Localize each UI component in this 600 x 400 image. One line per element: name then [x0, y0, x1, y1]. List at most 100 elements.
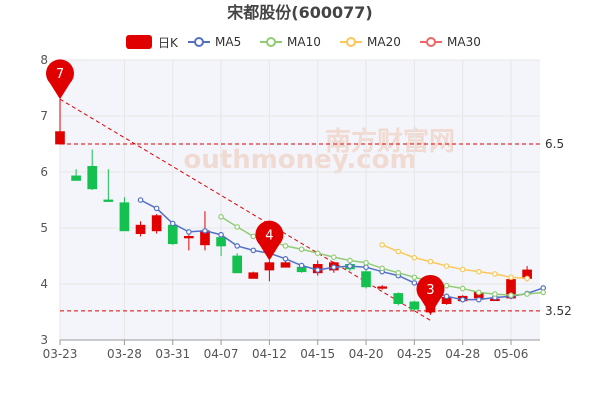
pin-label: 3	[426, 283, 434, 298]
pin-marker: 4	[255, 220, 284, 261]
candle-body	[409, 301, 420, 310]
candle-body	[71, 175, 81, 181]
legend-label: MA5	[215, 35, 241, 49]
candle-body	[103, 199, 114, 202]
ma-point-ma10	[443, 282, 450, 289]
plot-area	[60, 60, 540, 340]
x-tick-label: 04-25	[397, 347, 432, 361]
pin-marker: 7	[45, 59, 75, 100]
ma-point-ma5	[347, 263, 353, 269]
ma-point-ma5	[331, 264, 337, 271]
x-tick-label: 03-31	[155, 347, 190, 361]
legend-label: MA20	[367, 35, 401, 49]
ma-point-ma20	[443, 263, 450, 269]
watermark-cn: 南方财富网	[325, 126, 455, 157]
legend-swatch	[126, 35, 152, 49]
y-axis: 3 4 5 6 7 8	[40, 53, 48, 347]
ma-point-ma5	[540, 285, 547, 291]
ma-point-ma5	[475, 296, 482, 303]
y-tick-label: 5	[40, 221, 48, 235]
ma-point-ma20	[411, 254, 418, 261]
ma-point-ma10	[218, 214, 224, 220]
x-axis: 03-23 03-28 03-31 04-07 04-12 04-15 04-20 04-25…	[43, 339, 540, 361]
ma-point-ma20	[427, 258, 434, 265]
watermark: 南方财富网 outhmoney.com	[183, 126, 455, 175]
y-tick-label: 6	[40, 165, 48, 179]
ma-point-ma20	[524, 275, 530, 282]
chart-title: 宋都股份(600077)	[226, 3, 372, 22]
ma-point-ma10	[475, 289, 482, 296]
pin-shape	[416, 275, 445, 315]
x-tick-label: 04-28	[445, 347, 480, 361]
ma-point-ma10	[250, 233, 257, 240]
candle-body	[248, 272, 259, 279]
pin-shape	[45, 59, 75, 100]
pin-marker: 3	[416, 275, 445, 315]
candle-body	[151, 215, 162, 232]
reference-line-label: 3.52	[545, 304, 572, 318]
ma-point-ma20	[395, 248, 402, 255]
ma-point-ma10	[363, 259, 369, 266]
ma-point-ma10	[459, 285, 466, 292]
y-tick-label: 4	[40, 277, 48, 291]
ma-point-ma5	[363, 264, 369, 271]
pin-shape	[255, 220, 284, 261]
ma-point-ma10	[411, 274, 418, 281]
x-tick-label: 04-20	[349, 347, 384, 361]
ma-point-ma20	[475, 268, 482, 275]
reference-line-label: 6.5	[545, 137, 564, 151]
ma-point-ma10	[331, 254, 337, 260]
candle-body	[280, 262, 291, 268]
candle-body	[55, 131, 65, 145]
x-tick-label: 05-06	[494, 347, 529, 361]
watermark-en: outhmoney.com	[183, 145, 416, 175]
ma-point-ma10	[282, 243, 289, 249]
candle-body	[167, 224, 178, 245]
legend-item-日k: 日K	[126, 35, 179, 50]
markers: 7 4 3	[45, 59, 445, 315]
y-tick-label: 7	[40, 109, 48, 123]
legend-item-ma30: MA30	[420, 35, 481, 49]
legend-swatch-dot	[346, 37, 356, 47]
legend-item-ma5: MA5	[188, 35, 241, 49]
ma-point-ma10	[298, 246, 305, 253]
pin-label: 7	[56, 67, 64, 82]
legend-label: 日K	[158, 36, 179, 50]
legend-item-ma10: MA10	[260, 35, 321, 49]
ma-point-ma5	[314, 267, 321, 273]
ma-point-ma10	[379, 265, 385, 272]
ma-point-ma5	[153, 205, 160, 212]
ma-point-ma10	[492, 291, 498, 297]
legend-label: MA30	[447, 35, 481, 49]
ma-point-ma5	[443, 293, 450, 300]
ma-point-ma5	[186, 229, 192, 235]
ma-point-ma5	[282, 255, 289, 262]
ma-point-ma20	[379, 242, 385, 248]
candle-body	[184, 235, 194, 239]
x-tick-label: 04-07	[204, 347, 239, 361]
ma-point-ma5	[169, 220, 176, 227]
candle-body	[393, 293, 404, 304]
ma-point-ma5	[202, 228, 208, 234]
ma-point-ma5	[411, 280, 418, 286]
candle-body	[216, 237, 226, 247]
ma-point-ma5	[459, 296, 466, 303]
candle-body	[135, 224, 146, 234]
ma-line-ma20	[381, 244, 528, 280]
legend-swatch-dot	[426, 37, 436, 47]
legend-swatch-dot	[266, 37, 276, 47]
ma-point-ma10	[234, 224, 240, 230]
ma-point-ma10	[508, 292, 514, 299]
candle-body	[232, 255, 243, 274]
ma-point-ma5	[234, 243, 240, 249]
x-tick-label: 04-15	[300, 347, 335, 361]
ma-point-ma10	[540, 289, 547, 296]
ma-point-ma20	[492, 271, 498, 277]
y-tick-label: 8	[40, 53, 48, 67]
x-tick-label: 03-28	[107, 347, 142, 361]
legend-swatch-dot	[194, 37, 204, 47]
x-tick-label: 03-23	[43, 347, 78, 361]
candle-body	[361, 271, 371, 288]
legend-item-ma20: MA20	[340, 35, 401, 49]
